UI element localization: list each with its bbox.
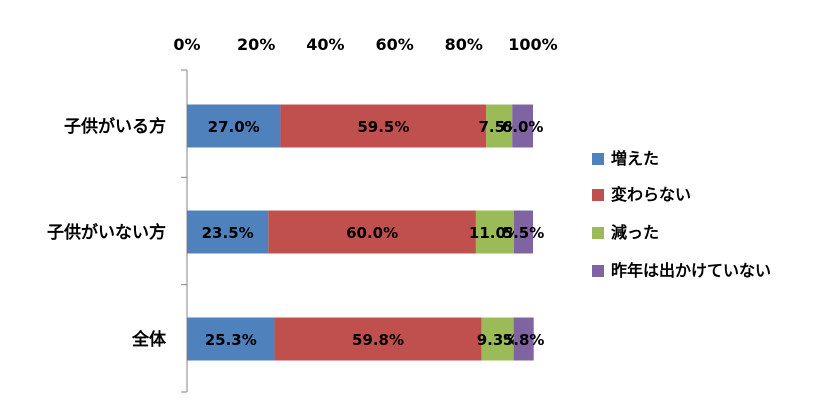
category-label: 全体: [131, 329, 167, 350]
data-label: 60.0%: [346, 224, 398, 242]
legend-swatch: [592, 265, 604, 277]
legend-label: 昨年は出かけていない: [611, 261, 771, 280]
legend-swatch: [592, 227, 604, 239]
x-tick-label: 0%: [173, 35, 200, 54]
legend-swatch: [592, 189, 604, 201]
data-label: 5.8%: [503, 331, 545, 349]
x-tick-label: 80%: [445, 35, 483, 54]
legend-label: 変わらない: [611, 185, 691, 204]
bar-segment: [187, 210, 269, 254]
data-label: 6.0%: [502, 118, 544, 136]
data-label: 25.3%: [205, 331, 257, 349]
bar-segment: [475, 210, 514, 254]
bar-segment: [280, 104, 487, 148]
bar-segment: [187, 104, 281, 148]
data-label: 23.5%: [202, 224, 254, 242]
data-label: 7.5%: [478, 118, 520, 136]
bar-segment: [268, 210, 476, 254]
data-label: 59.8%: [352, 331, 404, 349]
data-label: 11.0%: [469, 224, 521, 242]
legend-label: 増えた: [611, 149, 659, 168]
data-label: 5.5%: [503, 224, 545, 242]
category-label: 子供がいない方: [47, 222, 166, 243]
bar-segment: [513, 210, 533, 254]
data-label: 59.5%: [357, 118, 409, 136]
bar-segment: [513, 317, 534, 361]
data-label: 9.3%: [477, 331, 519, 349]
x-tick-label: 20%: [237, 35, 275, 54]
bar-segment: [512, 104, 533, 148]
legend-label: 減った: [611, 223, 659, 242]
category-label: 子供がいる方: [64, 116, 166, 137]
legend-swatch: [592, 153, 604, 165]
data-label: 27.0%: [208, 118, 260, 136]
bar-segment: [481, 317, 514, 361]
bar-segment: [486, 104, 513, 148]
x-tick-label: 40%: [306, 35, 344, 54]
x-tick-label: 60%: [375, 35, 413, 54]
bar-segment: [274, 317, 482, 361]
bar-segment: [187, 317, 275, 361]
x-tick-label: 100%: [508, 35, 557, 54]
